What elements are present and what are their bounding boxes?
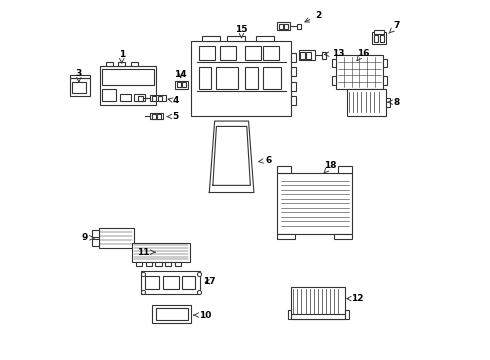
Bar — [158, 96, 163, 101]
Bar — [155, 262, 162, 266]
Text: 1: 1 — [119, 50, 125, 63]
Bar — [106, 62, 113, 66]
Bar — [263, 46, 279, 60]
Bar — [338, 166, 352, 173]
Bar — [182, 82, 186, 87]
Bar — [245, 46, 261, 60]
Bar — [277, 166, 292, 173]
Bar — [150, 95, 167, 102]
Text: 16: 16 — [357, 49, 369, 61]
Bar — [152, 305, 192, 323]
Bar — [298, 50, 315, 60]
Text: 5: 5 — [167, 112, 178, 121]
Bar — [292, 53, 296, 62]
Bar — [292, 314, 345, 319]
Bar — [383, 76, 387, 85]
Bar — [132, 243, 190, 262]
Bar — [292, 287, 345, 319]
Bar — [380, 35, 384, 42]
Bar — [174, 262, 181, 266]
Text: 12: 12 — [347, 294, 364, 303]
Bar — [277, 173, 352, 234]
Bar — [297, 23, 301, 28]
Text: 13: 13 — [324, 49, 344, 58]
Bar — [334, 234, 352, 239]
Bar — [332, 59, 336, 67]
Bar — [332, 76, 336, 85]
Bar — [98, 228, 134, 248]
Bar — [306, 53, 311, 59]
Bar — [300, 53, 305, 59]
Bar — [220, 46, 236, 60]
Bar — [284, 23, 288, 28]
Bar — [152, 114, 156, 118]
Bar — [383, 59, 387, 67]
Bar — [386, 98, 391, 107]
Bar — [202, 36, 220, 41]
Bar — [227, 36, 245, 41]
Bar — [102, 89, 117, 102]
Text: 7: 7 — [389, 21, 400, 33]
Bar — [277, 22, 290, 30]
Bar — [163, 276, 179, 289]
Bar — [217, 67, 238, 89]
Bar — [372, 32, 386, 44]
Text: 9: 9 — [82, 233, 94, 242]
Text: 10: 10 — [194, 311, 212, 320]
Bar — [73, 82, 86, 93]
Text: 18: 18 — [324, 161, 337, 173]
Bar — [373, 30, 384, 33]
Bar — [192, 41, 292, 116]
Bar — [146, 262, 152, 266]
Bar — [277, 234, 295, 239]
Bar — [322, 52, 326, 59]
Text: 8: 8 — [388, 98, 400, 107]
Bar — [292, 67, 296, 76]
Text: 4: 4 — [168, 96, 178, 105]
Bar — [156, 308, 188, 320]
Text: 15: 15 — [235, 25, 247, 38]
Text: 2: 2 — [305, 11, 321, 22]
Bar — [177, 82, 181, 87]
Bar — [198, 46, 215, 60]
Bar — [347, 89, 386, 116]
Text: 3: 3 — [76, 69, 82, 82]
Bar — [263, 67, 281, 89]
Bar — [138, 96, 143, 101]
Bar — [120, 94, 131, 102]
Bar — [70, 75, 90, 78]
Bar — [256, 36, 273, 41]
Bar — [288, 310, 292, 319]
Bar — [175, 81, 188, 89]
Bar — [131, 62, 138, 66]
Bar — [279, 23, 283, 28]
Bar — [92, 239, 98, 246]
Bar — [157, 114, 161, 118]
Text: 14: 14 — [174, 70, 187, 79]
Bar — [150, 113, 163, 119]
Text: 17: 17 — [203, 277, 216, 286]
Bar — [70, 78, 90, 96]
Bar — [198, 67, 211, 89]
Bar — [134, 94, 145, 102]
Bar — [142, 271, 200, 294]
Bar — [165, 262, 172, 266]
Bar — [373, 35, 378, 42]
Bar — [118, 62, 125, 66]
Bar — [92, 230, 98, 237]
Bar — [152, 96, 156, 101]
Text: 6: 6 — [259, 156, 271, 165]
Bar — [145, 276, 159, 289]
Text: 11: 11 — [137, 248, 155, 257]
Bar — [292, 96, 296, 105]
Bar — [245, 67, 258, 89]
Bar — [100, 66, 156, 105]
Bar — [136, 262, 143, 266]
Bar — [345, 310, 348, 319]
Bar — [336, 55, 383, 89]
Bar — [182, 276, 195, 289]
Bar — [102, 69, 154, 85]
Bar — [292, 82, 296, 91]
